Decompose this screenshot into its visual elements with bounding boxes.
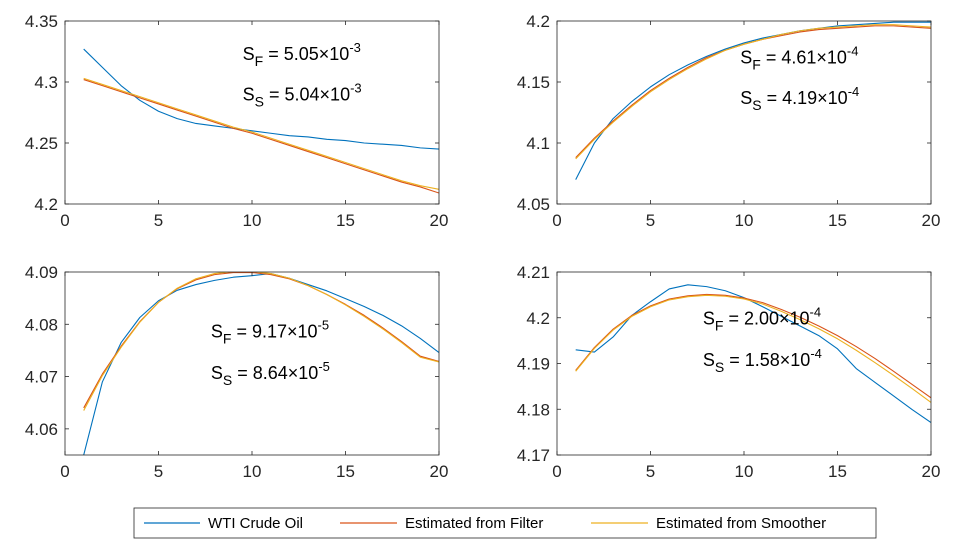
x-tick-label: 10 [243,462,262,481]
series-line-estimated-from-filter [575,293,931,399]
x-tick-label: 0 [60,462,69,481]
subplot-bottom-right: 0 5 10 15 20 4.17 4.18 4.19 4.2 4.21 SF = 2.00×10-… [517,263,941,481]
x-tick-label: 15 [336,211,355,230]
series-group [83,48,439,194]
y-tick-label: 4.3 [34,73,58,92]
y-tick-label: 4.2 [34,195,58,214]
series-line-wti-crude-oil [575,21,931,180]
subplot-bottom-left: 0 5 10 15 20 4.06 4.07 4.08 4.09 SF = 9.17×10-5 SS… [25,263,449,481]
series-group [83,272,439,455]
x-tick-label: 10 [243,211,262,230]
x-tick-label: 5 [154,211,163,230]
annotation-ss: SS = 8.64×10-5 [211,359,330,388]
y-tick-label: 4.08 [25,315,58,334]
x-tick-label: 20 [430,211,449,230]
x-tick-label: 5 [646,211,655,230]
legend-label: WTI Crude Oil [208,515,303,532]
series-line-estimated-from-smoother [83,77,439,190]
y-tick-label: 4.17 [517,446,550,465]
y-tick-label: 4.18 [517,400,550,419]
y-tick-label: 4.05 [517,195,550,214]
legend-entry-estimated-from-smoother: Estimated from Smoother [591,515,826,532]
y-tick-label: 4.1 [526,134,550,153]
legend-label: Estimated from Filter [405,515,543,532]
x-tick-label: 15 [828,211,847,230]
x-tick-label: 15 [828,462,847,481]
y-tick-label: 4.19 [517,355,550,374]
series-line-estimated-from-smoother [575,24,931,160]
x-tick-label: 0 [60,211,69,230]
x-tick-label: 15 [336,462,355,481]
series-line-estimated-from-smoother [83,272,439,411]
x-tick-label: 5 [154,462,163,481]
y-tick-label: 4.35 [25,12,58,31]
y-tick-label: 4.2 [526,309,550,328]
x-tick-label: 20 [922,211,941,230]
y-tick-label: 4.15 [517,73,550,92]
annotation-ss: SS = 1.58×10-4 [703,346,822,375]
x-tick-label: 10 [735,211,754,230]
annotation-sf: SF = 9.17×10-5 [211,317,329,346]
x-tick-label: 10 [735,462,754,481]
x-tick-label: 0 [552,462,561,481]
series-line-estimated-from-filter [83,79,439,194]
annotation-ss: SS = 5.04×10-3 [243,80,362,109]
legend-entry-wti-crude-oil: WTI Crude Oil [144,515,303,532]
annotation-sf: SF = 4.61×10-4 [740,44,858,73]
annotation-sf: SF = 2.00×10-4 [703,305,821,334]
series-line-wti-crude-oil [83,273,439,455]
series-line-wti-crude-oil [83,48,439,150]
legend-label: Estimated from Smoother [656,515,826,532]
legend-entry-estimated-from-filter: Estimated from Filter [340,515,543,532]
legend: WTI Crude Oil Estimated from Filter Estima… [133,507,877,539]
series-group [575,284,931,423]
x-tick-label: 5 [646,462,655,481]
series-line-estimated-from-smoother [575,294,931,403]
y-tick-label: 4.21 [517,263,550,282]
y-tick-label: 4.06 [25,420,58,439]
series-group [575,21,931,180]
x-tick-label: 20 [430,462,449,481]
x-tick-label: 0 [552,211,561,230]
y-tick-label: 4.25 [25,134,58,153]
legend-box [133,507,877,539]
annotation-sf: SF = 5.05×10-3 [243,40,361,69]
x-tick-label: 20 [922,462,941,481]
y-tick-label: 4.09 [25,263,58,282]
annotation-ss: SS = 4.19×10-4 [740,84,859,113]
series-line-wti-crude-oil [575,284,931,423]
subplot-top-right: 0 5 10 15 20 4.05 4.1 4.15 4.2 SF = 4.61×10-4 SS =… [517,12,941,230]
y-tick-label: 4.07 [25,368,58,387]
y-tick-label: 4.2 [526,12,550,31]
subplot-top-left: 0 5 10 15 20 4.2 4.25 4.3 4.35 SF = 5.05×10-3 SS =… [25,12,449,230]
